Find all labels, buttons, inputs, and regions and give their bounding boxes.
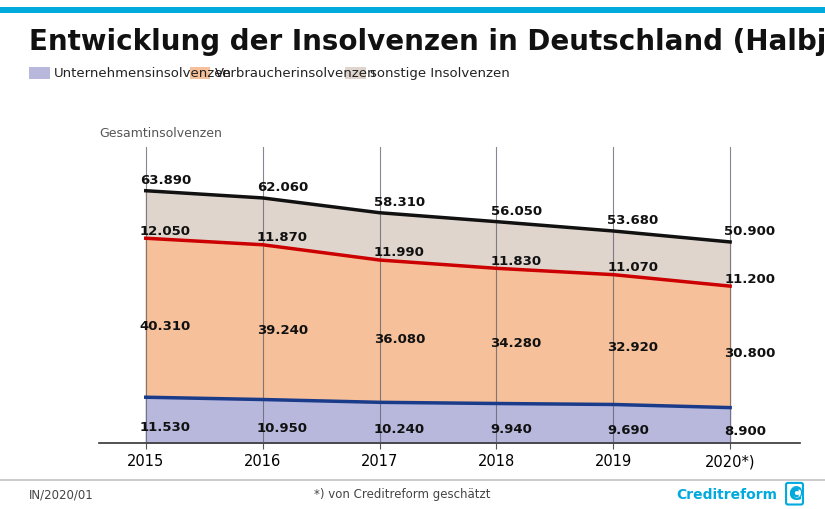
- Text: 11.530: 11.530: [140, 420, 191, 434]
- Text: Gesamtinsolvenzen: Gesamtinsolvenzen: [99, 127, 222, 140]
- Text: 9.940: 9.940: [491, 422, 532, 436]
- Text: 11.830: 11.830: [491, 254, 542, 267]
- Text: 53.680: 53.680: [607, 214, 658, 227]
- Text: 56.050: 56.050: [491, 205, 542, 217]
- Text: 32.920: 32.920: [607, 340, 658, 353]
- Text: Verbraucherinsolvenzen: Verbraucherinsolvenzen: [214, 67, 376, 80]
- Text: 34.280: 34.280: [491, 336, 542, 350]
- Text: sonstige Insolvenzen: sonstige Insolvenzen: [370, 67, 510, 80]
- Text: 40.310: 40.310: [140, 320, 191, 332]
- Text: 9.690: 9.690: [607, 423, 649, 436]
- Text: 11.070: 11.070: [607, 261, 658, 273]
- Text: 12.050: 12.050: [140, 224, 191, 237]
- Text: 11.990: 11.990: [374, 246, 425, 259]
- Text: *) von Creditreform geschätzt: *) von Creditreform geschätzt: [314, 487, 490, 500]
- Text: ©: ©: [788, 485, 804, 503]
- Text: IN/2020/01: IN/2020/01: [29, 487, 93, 500]
- Text: Unternehmensinsolvenzen: Unternehmensinsolvenzen: [54, 67, 232, 80]
- Text: 58.310: 58.310: [374, 195, 425, 209]
- Text: Creditreform: Creditreform: [676, 487, 777, 501]
- Text: 11.200: 11.200: [724, 272, 776, 285]
- Text: 39.240: 39.240: [257, 324, 308, 337]
- Text: 63.890: 63.890: [140, 174, 191, 187]
- Text: 30.800: 30.800: [724, 347, 776, 360]
- Text: C: C: [788, 485, 801, 503]
- Text: Entwicklung der Insolvenzen in Deutschland (Halbjahr): Entwicklung der Insolvenzen in Deutschla…: [29, 28, 825, 56]
- Text: 36.080: 36.080: [374, 332, 425, 345]
- Text: 8.900: 8.900: [724, 424, 766, 437]
- Text: 10.240: 10.240: [374, 422, 425, 435]
- Text: 10.950: 10.950: [257, 421, 308, 434]
- Text: 11.870: 11.870: [257, 231, 308, 244]
- Text: 50.900: 50.900: [724, 225, 776, 238]
- Text: 62.060: 62.060: [257, 181, 308, 194]
